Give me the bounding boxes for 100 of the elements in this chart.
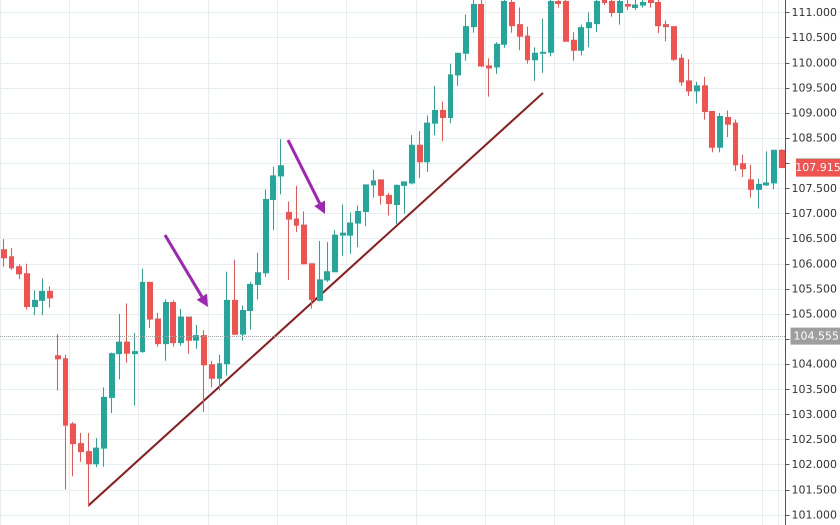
candlestick: [55, 334, 61, 391]
y-tick-label: 105.500: [792, 282, 838, 296]
candlestick: [517, 7, 523, 51]
candlestick: [1, 238, 7, 268]
candlestick: [686, 58, 692, 96]
candlestick: [563, 0, 569, 42]
candlestick: [555, 0, 561, 8]
candlestick: [193, 324, 199, 350]
candlestick: [140, 268, 145, 354]
candlestick: [448, 63, 453, 124]
y-tick-label: 108.500: [792, 132, 838, 145]
candlestick: [609, 0, 615, 18]
candlestick: [371, 169, 376, 198]
candlestick: [63, 354, 68, 490]
candlestick: [463, 14, 469, 62]
y-tick-label: 110.000: [792, 56, 838, 70]
candlestick: [409, 134, 415, 185]
candlestick: [417, 130, 423, 178]
candlestick: [424, 115, 430, 172]
candlestick: [232, 259, 238, 336]
candlestick: [93, 438, 99, 468]
y-tick-label: 109.500: [792, 81, 838, 94]
candlestick: [209, 360, 215, 388]
candlestick: [78, 432, 84, 462]
candlestick: [771, 150, 777, 190]
y-tick-label: 103.500: [792, 382, 838, 396]
candlestick: [779, 148, 785, 169]
ref-line-label: 104.555: [794, 330, 840, 343]
candlestick: [733, 119, 738, 172]
y-tick-label: 110.500: [792, 31, 838, 44]
candlestick: [532, 46, 538, 82]
candlestick: [9, 248, 14, 270]
candlestick: [147, 282, 153, 329]
candlestick: [578, 24, 584, 56]
candlestick: [86, 432, 92, 508]
candlestick: [16, 264, 22, 280]
candlestick: [155, 312, 161, 348]
y-tick-label: 106.500: [792, 232, 838, 246]
candlestick: [602, 0, 607, 6]
text: 107.915: [795, 161, 840, 174]
candlestick: [748, 164, 754, 198]
candlestick: [378, 179, 384, 205]
candlestick: [548, 0, 554, 57]
y-tick-label: 103.000: [792, 408, 838, 421]
candlestick: [255, 252, 261, 300]
candlestick: [671, 26, 677, 62]
y-tick-label: 109.000: [792, 106, 838, 120]
y-tick-label: 102.500: [792, 433, 838, 446]
candlestick: [132, 332, 138, 406]
candlestick: [186, 316, 192, 354]
candlestick: [278, 138, 284, 195]
candlestick: [478, 0, 484, 68]
candlestick: [355, 204, 361, 248]
candlestick: [725, 110, 731, 138]
candlestick: [594, 0, 600, 33]
candlestick: [101, 386, 107, 468]
candlestick: [294, 185, 299, 233]
y-tick-label: 104.000: [792, 358, 838, 371]
candlestick: [640, 0, 646, 8]
y-tick-label: 105.000: [792, 307, 838, 320]
candlestick: [625, 0, 631, 11]
candlestick: [486, 58, 492, 97]
candlestick: [509, 0, 515, 34]
candlestick: [170, 300, 176, 348]
candlestick: [163, 298, 169, 362]
candlestick: [455, 52, 461, 86]
candlestick: [740, 154, 746, 178]
candlestick: [386, 192, 392, 216]
candlestick: [286, 200, 292, 280]
candlestick: [301, 211, 307, 264]
candlestick: [679, 54, 684, 86]
candlestick: [224, 271, 230, 376]
candlestick: [471, 0, 477, 34]
candlestick: [440, 100, 446, 142]
y-tick-label: 101.500: [792, 483, 838, 496]
candlestick: [432, 85, 438, 136]
candlestick: [663, 20, 669, 42]
y-tick-label: 107.500: [792, 182, 838, 195]
candlestick: [178, 308, 184, 346]
candlestick: [694, 81, 700, 104]
candlestick: [525, 26, 530, 64]
candlestick: [70, 422, 76, 477]
candlestick: [617, 0, 623, 26]
candlestick: [24, 263, 30, 310]
candlestick: [217, 354, 222, 391]
y-tick-label: 106.000: [792, 257, 838, 270]
candlestick: [201, 330, 207, 412]
candlestick: [717, 112, 723, 153]
candlestick: [124, 302, 130, 364]
candlestick: [47, 286, 53, 308]
candlestick: [586, 12, 592, 48]
candlestick: [540, 18, 546, 74]
y-tick-label: 111.000: [792, 6, 838, 20]
y-tick-label: 102.000: [792, 458, 838, 472]
candlestick: [632, 0, 638, 11]
candlestick: [363, 184, 369, 227]
candlestick: [571, 32, 577, 62]
y-tick-label: 107.000: [792, 207, 838, 220]
candlestick: [309, 263, 315, 309]
y-tick-label: 101.000: [792, 508, 838, 522]
